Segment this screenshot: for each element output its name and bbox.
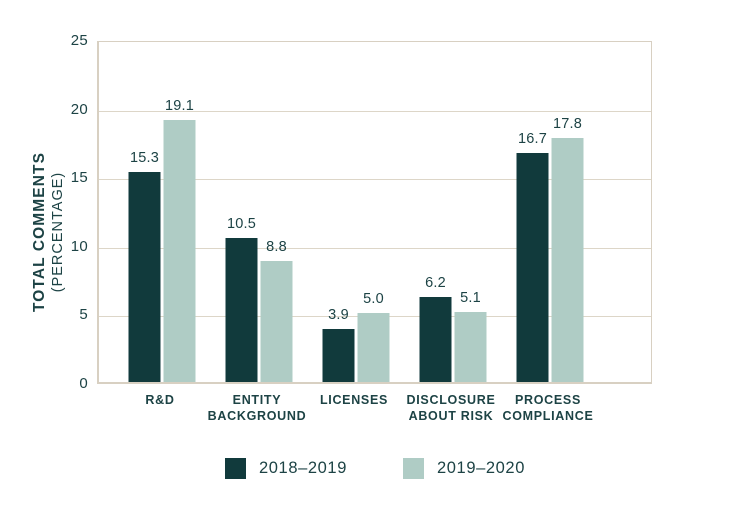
- bar: 16.7: [516, 131, 549, 382]
- bar-value-label: 19.1: [164, 97, 195, 114]
- bar: 8.8: [260, 239, 293, 382]
- y-tick-label: 10: [70, 237, 88, 255]
- x-category-label-line: ABOUT RISK: [408, 409, 494, 423]
- bar: 19.1: [163, 98, 196, 382]
- x-category-label: ENTITY BACKGROUND: [208, 392, 307, 424]
- bar-value-label: 3.9: [328, 306, 349, 323]
- x-category-label-line: LICENSES: [319, 393, 389, 407]
- plot-area: 15.3 19.1 10.5 8.8 3.9 5.0 6.2 5.1 16.7 17.8: [97, 41, 652, 384]
- bar-value-label: 16.7: [517, 130, 548, 147]
- y-tick-label: 15: [70, 169, 88, 187]
- bar-value-label: 15.3: [129, 150, 160, 167]
- bar: 17.8: [551, 116, 584, 382]
- legend-swatch: [225, 458, 246, 479]
- bar-group: 3.9 5.0: [322, 291, 390, 382]
- legend-item: 2018–2019: [225, 458, 347, 479]
- x-category-label: PROCESS COMPLIANCE: [502, 392, 593, 424]
- bar: 3.9: [322, 307, 355, 382]
- x-category-label-line: BACKGROUND: [207, 409, 307, 423]
- x-category-label: LICENSES: [320, 392, 388, 408]
- bar: 10.5: [225, 216, 258, 382]
- y-tick-label: 25: [70, 31, 88, 49]
- bar-group: 10.5 8.8: [225, 216, 293, 382]
- bar: 6.2: [419, 275, 452, 382]
- gridline: [99, 179, 651, 181]
- legend: 2018–2019 2019–2020: [0, 458, 750, 479]
- legend-label: 2018–2019: [259, 459, 347, 477]
- bar-group: 15.3 19.1: [128, 98, 196, 382]
- x-category-label: DISCLOSURE ABOUT RISK: [407, 392, 496, 424]
- bar: 15.3: [128, 150, 161, 382]
- y-tick-label: 0: [79, 374, 88, 392]
- bar-group: 6.2 5.1: [419, 275, 487, 382]
- gridline: [99, 247, 651, 249]
- x-category-label-line: ENTITY: [232, 393, 282, 407]
- x-category-label-line: DISCLOSURE: [406, 393, 496, 407]
- gridline: [99, 110, 651, 112]
- bar-value-label: 8.8: [266, 239, 287, 256]
- x-category-label: R&D: [145, 392, 174, 408]
- bar: 5.1: [454, 290, 487, 382]
- x-category-label-line: COMPLIANCE: [502, 409, 594, 423]
- x-category-label-line: R&D: [145, 393, 175, 407]
- bar-value-label: 6.2: [425, 274, 446, 291]
- bar-value-label: 17.8: [552, 115, 583, 132]
- legend-swatch: [403, 458, 424, 479]
- bar-value-label: 5.1: [460, 290, 481, 307]
- legend-label: 2019–2020: [437, 459, 525, 477]
- legend-item: 2019–2020: [403, 458, 525, 479]
- bar-value-label: 10.5: [226, 215, 257, 232]
- y-tick-label: 5: [79, 306, 88, 324]
- bar: 5.0: [357, 291, 390, 382]
- y-tick-label: 20: [70, 100, 88, 118]
- x-category-label-line: PROCESS: [514, 393, 582, 407]
- bar-group: 16.7 17.8: [516, 116, 584, 382]
- bar-value-label: 5.0: [363, 291, 384, 308]
